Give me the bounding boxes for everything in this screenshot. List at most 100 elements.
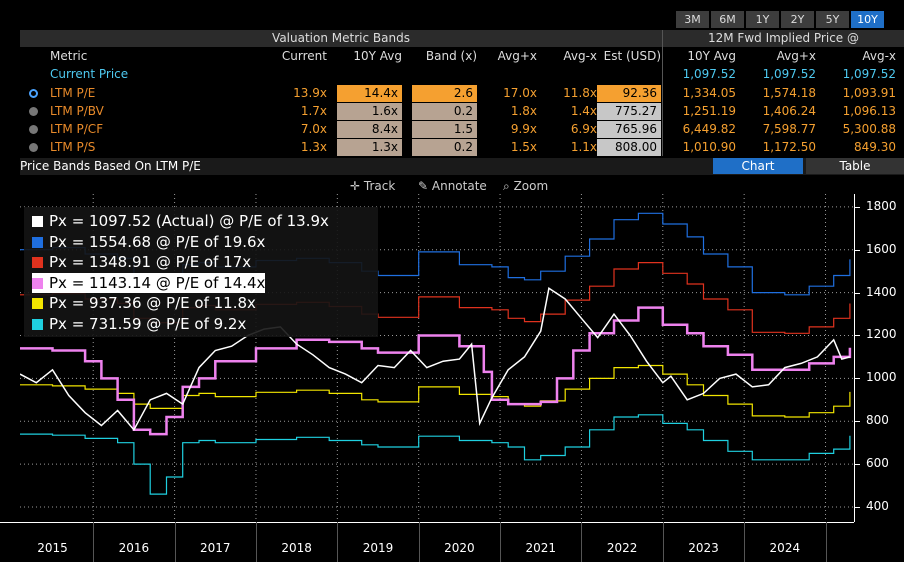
col-metric: Metric	[50, 49, 88, 63]
col-current: Current	[281, 49, 327, 63]
avg-plus-value: 9.9x	[510, 122, 537, 136]
avg-minus-value: 1.1x	[570, 140, 597, 154]
x-tick-mark	[825, 522, 827, 562]
x-tick-mark	[581, 522, 583, 562]
section-bar: Price Bands Based On LTM P/E Chart Table	[20, 158, 904, 175]
tab-table[interactable]: Table	[806, 158, 904, 174]
current-price-plus: 1,097.52	[762, 67, 816, 81]
radio-icon[interactable]	[29, 143, 38, 152]
y-tick-label: 1000	[866, 370, 897, 385]
track-button[interactable]: ✛ Track	[350, 178, 395, 194]
metric-row[interactable]: LTM P/BV 1.7x 1.6x 0.2 1.8x 1.4x 775.27 1,251.1…	[20, 103, 904, 121]
range-tab-10y[interactable]: 10Y	[851, 11, 884, 28]
band-value: 2.6	[412, 85, 477, 102]
col-10y-avg: 10Y Avg	[353, 49, 402, 63]
radio-icon[interactable]	[29, 107, 38, 116]
implied-plus-value: 1,172.50	[762, 140, 816, 154]
avg-value: 1.3x	[337, 139, 402, 156]
x-tick-label: 2021	[525, 541, 556, 555]
metric-name: LTM P/S	[50, 140, 96, 154]
y-axis-line	[854, 194, 855, 522]
avg-plus-value: 1.5x	[510, 140, 537, 154]
y-tick-mark	[854, 292, 860, 294]
x-tick-mark	[500, 522, 502, 562]
range-tab-1y[interactable]: 1Y	[746, 11, 779, 28]
legend-swatch	[32, 318, 43, 330]
zoom-label: Zoom	[513, 179, 549, 193]
radio-icon[interactable]	[29, 89, 38, 98]
est-value: 92.36	[597, 85, 661, 102]
range-tab-3m[interactable]: 3M	[676, 11, 709, 28]
zoom-button[interactable]: ⌕ Zoom	[503, 178, 548, 194]
tab-chart[interactable]: Chart	[713, 158, 803, 174]
col-implied-avg: 10Y Avg	[687, 49, 736, 63]
current-price-minus: 1,097.52	[842, 67, 896, 81]
col-avg-minus: Avg-x	[563, 49, 597, 63]
y-tick-mark	[854, 506, 860, 508]
x-tick-label: 2016	[118, 541, 150, 555]
radio-icon[interactable]	[29, 125, 38, 134]
metric-row[interactable]: LTM P/S 1.3x 1.3x 0.2 1.5x 1.1x 808.00 1,010.90…	[20, 139, 904, 157]
track-label: Track	[363, 179, 396, 193]
legend-item: Px = 731.59 @ P/E of 9.2x	[32, 314, 246, 334]
est-value: 765.96	[597, 121, 661, 138]
band-value: 1.5	[412, 121, 477, 138]
legend-text: Px = 1348.91 @ P/E of 17x	[49, 253, 252, 271]
implied-minus-value: 849.30	[854, 140, 896, 154]
avg-value: 1.6x	[337, 103, 402, 120]
legend-item: Px = 1554.68 @ P/E of 19.6x	[32, 232, 265, 252]
column-header-row: Metric Current 10Y Avg Band (x) Avg+x Av…	[20, 48, 904, 66]
avg-minus-value: 6.9x	[570, 122, 597, 136]
metric-name: LTM P/BV	[50, 104, 104, 118]
series-line-p-e-9-2x	[20, 414, 851, 495]
range-tab-2y[interactable]: 2Y	[781, 11, 814, 28]
y-tick-label: 1200	[866, 327, 897, 342]
legend-text: Px = 937.36 @ P/E of 11.8x	[49, 294, 256, 312]
y-tick-label: 1400	[866, 284, 897, 299]
est-value: 808.00	[597, 139, 661, 156]
y-tick-mark	[854, 378, 860, 380]
current-price-row: Current Price 1,097.52 1,097.52 1,097.52	[20, 66, 904, 84]
section-title: Price Bands Based On LTM P/E	[20, 159, 201, 173]
x-tick-label: 2015	[37, 541, 68, 555]
band-value: 0.2	[412, 139, 477, 156]
crosshair-icon: ✛	[350, 179, 361, 193]
legend-swatch	[32, 236, 43, 248]
series-line-actual	[20, 287, 851, 432]
x-tick-label: 2017	[199, 541, 231, 555]
range-tab-6m[interactable]: 6M	[711, 11, 744, 28]
legend-item: Px = 1348.91 @ P/E of 17x	[32, 252, 251, 272]
legend-swatch	[32, 298, 43, 309]
x-tick-mark	[174, 522, 176, 562]
x-tick-mark	[337, 522, 339, 562]
y-tick-label: 1600	[866, 241, 897, 256]
range-tab-5y[interactable]: 5Y	[816, 11, 849, 28]
implied-plus-value: 1,574.18	[762, 86, 816, 100]
est-value: 775.27	[597, 103, 661, 120]
x-tick-label: 2018	[281, 541, 312, 555]
implied-minus-value: 5,300.88	[842, 122, 896, 136]
x-tick-label: 2022	[606, 541, 638, 555]
y-tick-label: 600	[866, 456, 889, 471]
col-est: Est (USD)	[603, 49, 661, 63]
legend-swatch	[32, 257, 43, 268]
metric-row[interactable]: LTM P/CF 7.0x 8.4x 1.5 9.9x 6.9x 765.96 6,449.8…	[20, 121, 904, 139]
x-tick-mark	[93, 522, 95, 562]
metric-name: LTM P/CF	[50, 122, 104, 136]
legend-item: Px = 1143.14 @ P/E of 14.4x	[32, 272, 266, 293]
y-tick-label: 800	[866, 413, 889, 428]
implied-avg-value: 1,010.90	[682, 140, 736, 154]
x-tick-mark	[662, 522, 664, 562]
x-tick-label: 2019	[362, 541, 394, 555]
implied-avg-value: 1,251.19	[682, 104, 736, 118]
x-tick-mark	[255, 522, 257, 562]
band-value: 0.2	[412, 103, 477, 120]
table-divider	[662, 30, 663, 156]
annotate-button[interactable]: ✎ Annotate	[418, 178, 487, 194]
avg-minus-value: 11.8x	[563, 86, 597, 100]
metric-row[interactable]: LTM P/E 13.9x 14.4x 2.6 17.0x 11.8x 92.36 1,334…	[20, 85, 904, 103]
metric-name: LTM P/E	[50, 86, 96, 100]
col-band: Band (x)	[425, 49, 477, 63]
current-value: 7.0x	[300, 122, 327, 136]
implied-minus-value: 1,093.91	[842, 86, 896, 100]
